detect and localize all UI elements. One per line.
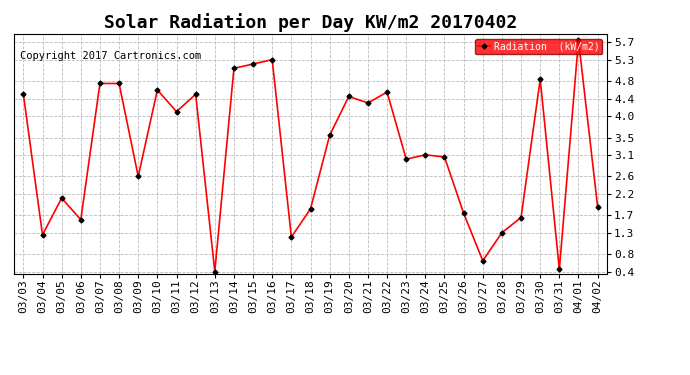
Text: Copyright 2017 Cartronics.com: Copyright 2017 Cartronics.com bbox=[20, 51, 201, 60]
Legend: Radiation  (kW/m2): Radiation (kW/m2) bbox=[475, 39, 602, 54]
Title: Solar Radiation per Day KW/m2 20170402: Solar Radiation per Day KW/m2 20170402 bbox=[104, 13, 517, 32]
